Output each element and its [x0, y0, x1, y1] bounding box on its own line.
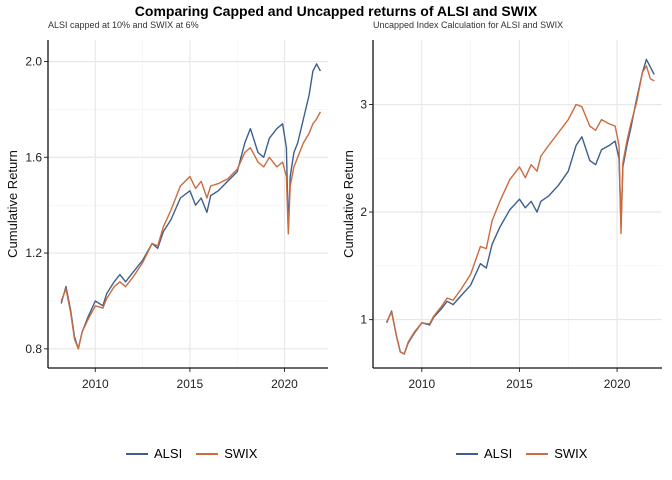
legend-key-swix — [526, 452, 549, 455]
legend-label-alsi: ALSI — [154, 446, 183, 461]
left-panel-subtitle: ALSI capped at 10% and SWIX at 6% — [48, 20, 199, 30]
left-legend: ALSI SWIX — [126, 446, 271, 461]
right-legend: ALSI SWIX — [456, 446, 601, 461]
right-y-tick-label: 1 — [360, 313, 367, 327]
legend-item-swix: SWIX — [526, 446, 587, 461]
right-y-tick-label: 2 — [360, 205, 367, 219]
left-y-tick-label: 1.2 — [25, 246, 42, 260]
left-y-axis-label: Cumulative Return — [5, 150, 20, 258]
legend-item-alsi: ALSI — [456, 446, 512, 461]
legend-item-swix: SWIX — [196, 446, 257, 461]
left-x-tick-label: 2020 — [271, 377, 298, 391]
left-y-tick-label: 0.8 — [25, 342, 42, 356]
right-x-tick-label: 2020 — [604, 377, 631, 391]
left-y-tick-label: 2.0 — [25, 55, 42, 69]
legend-key-alsi — [126, 452, 148, 455]
left-x-tick-label: 2010 — [82, 377, 109, 391]
right-panel-subtitle: Uncapped Index Calculation for ALSI and … — [373, 20, 564, 30]
right-y-tick-label: 3 — [360, 98, 367, 112]
legend-key-alsi — [456, 452, 478, 455]
right-y-axis-label: Cumulative Return — [341, 150, 356, 258]
right-x-tick-label: 2010 — [408, 377, 435, 391]
legend-label-alsi: ALSI — [484, 446, 513, 461]
left-y-tick-label: 1.6 — [25, 150, 42, 164]
right-series-swix-line — [386, 65, 655, 355]
right-series-alsi-line — [386, 58, 655, 355]
right-x-tick-label: 2015 — [506, 377, 533, 391]
chart-title: Comparing Capped and Uncapped returns of… — [134, 3, 538, 19]
left-series-swix-line — [60, 111, 322, 350]
left-x-tick-label: 2015 — [177, 377, 204, 391]
legend-label-swix: SWIX — [224, 446, 258, 461]
legend-label-swix: SWIX — [554, 446, 588, 461]
left-series-alsi-line — [60, 63, 322, 350]
legend-key-swix — [196, 452, 219, 455]
legend-item-alsi: ALSI — [126, 446, 182, 461]
